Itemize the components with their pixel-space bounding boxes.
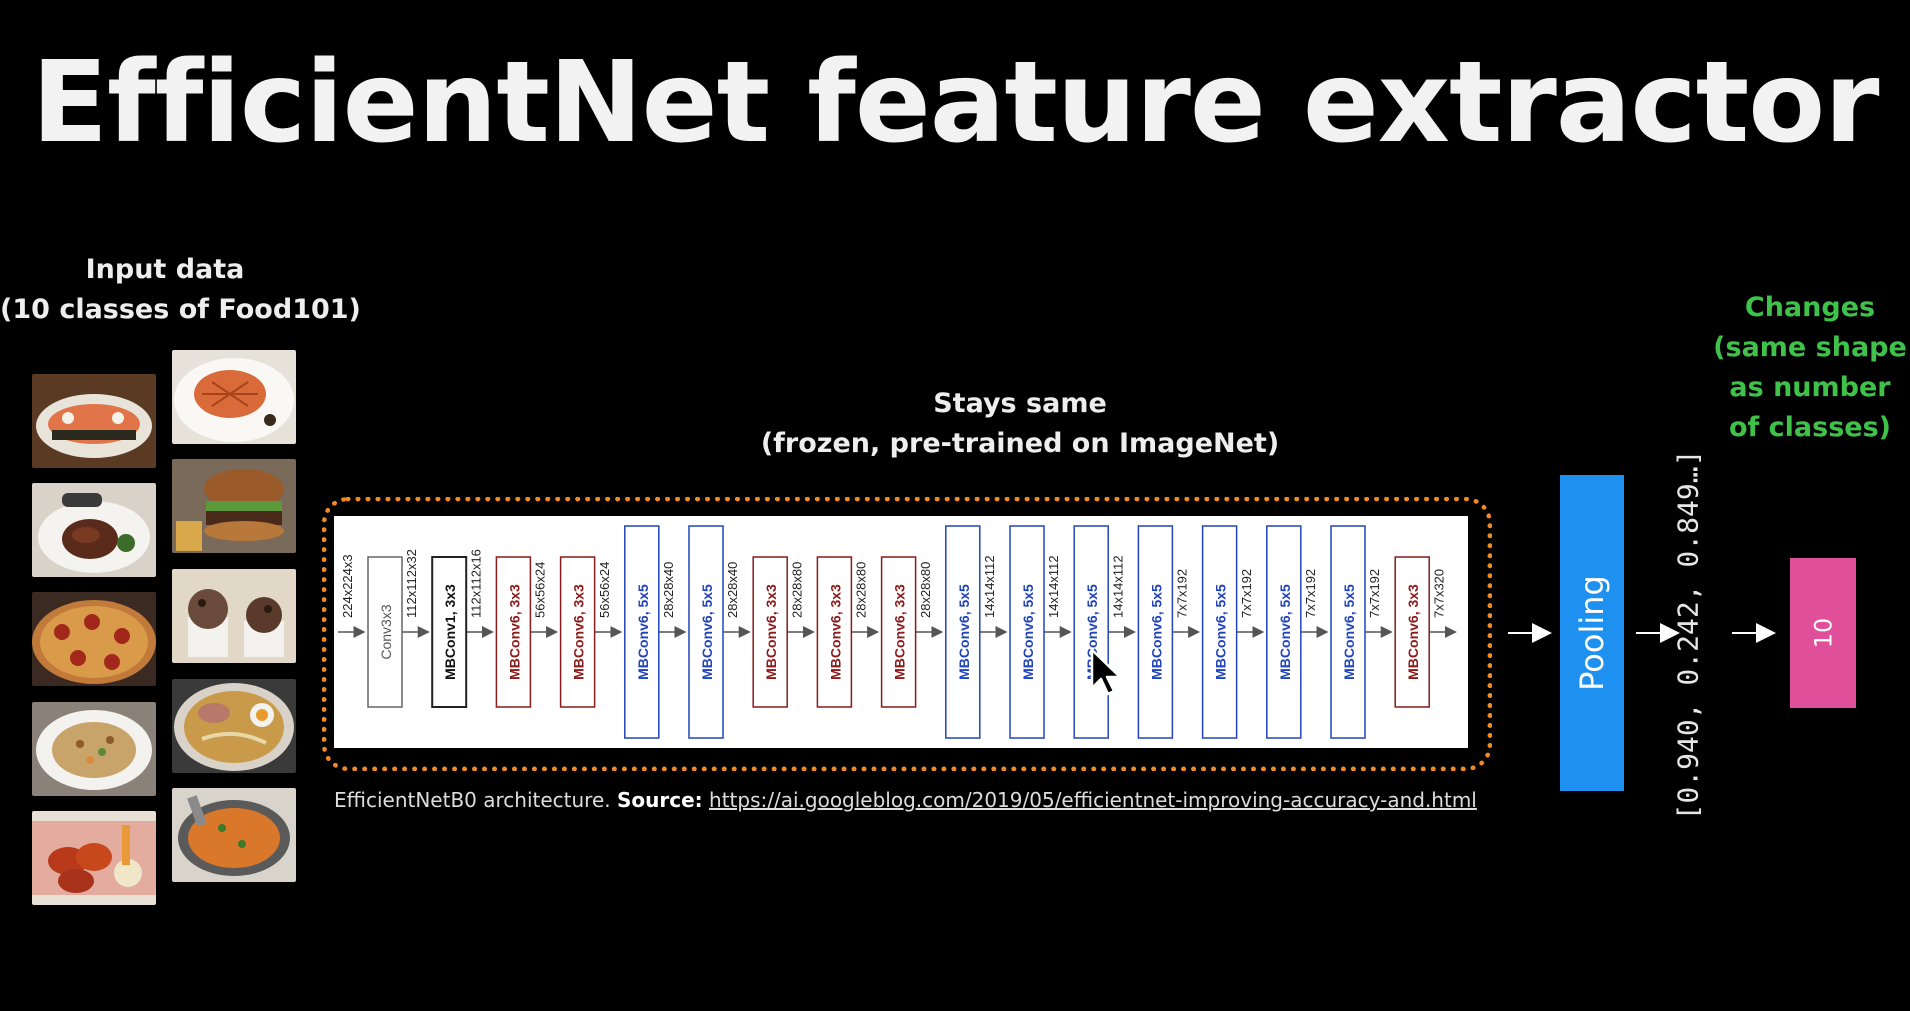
- pooling-label: Pooling: [1573, 575, 1611, 691]
- output-layer: 10: [1790, 558, 1856, 708]
- mouse-pointer-icon: [1090, 648, 1122, 696]
- dim-label: 28x28x40: [725, 562, 740, 618]
- layer-block: [1330, 525, 1366, 739]
- output-label: 10: [1808, 617, 1837, 649]
- layer-block: [559, 556, 596, 708]
- layer-label: MBConv6, 5x5: [699, 584, 715, 680]
- source-label: Source:: [617, 788, 703, 812]
- food-image-sushi: [32, 374, 156, 468]
- layer-block: [431, 556, 468, 708]
- changes-line4: of classes): [1728, 412, 1892, 443]
- dim-label: 224x224x3: [340, 554, 355, 618]
- changes-line1: Changes: [1744, 292, 1876, 323]
- layer-block: [945, 525, 981, 739]
- architecture-svg: 224x224x3 112x112x32 112x112x16 56x56x24 56x…: [338, 525, 1457, 739]
- layer-block: [1073, 525, 1109, 739]
- layer-block: [624, 525, 660, 739]
- slide-title: EfficientNet feature extractor: [31, 38, 1880, 168]
- layer-label: MBConv6, 3x3: [892, 584, 908, 680]
- dim-label: 7x7x192: [1175, 569, 1190, 618]
- source-caption: EfficientNetB0 architecture. Source: htt…: [334, 788, 1477, 812]
- layer-block: [495, 556, 532, 708]
- layer-block: [1266, 525, 1302, 739]
- dim-label: 14x14x112: [1110, 555, 1125, 618]
- layer-label: MBConv6, 5x5: [1148, 584, 1164, 680]
- changes-caption: Changes (same shape as number of classes…: [1700, 288, 1910, 448]
- frozen-caption: Stays same (frozen, pre-trained on Image…: [640, 384, 1400, 464]
- layer-label: MBConv6, 5x5: [1213, 584, 1229, 680]
- stays-same-line2: (frozen, pre-trained on ImageNet): [760, 428, 1280, 459]
- changes-line2: (same shape: [1713, 332, 1907, 363]
- dim-label: 14x14x112: [982, 555, 997, 618]
- input-label-line2: (10 classes of Food101): [0, 294, 361, 325]
- layer-block: [367, 556, 403, 708]
- layer-label: MBConv6, 5x5: [956, 584, 972, 680]
- layer-block: [1137, 525, 1174, 739]
- stays-same-line1: Stays same: [933, 388, 1107, 419]
- frozen-region-border: [322, 497, 1492, 771]
- layer-block: [1009, 525, 1045, 739]
- food-image-pizza: [32, 592, 156, 686]
- layer-block: [816, 556, 853, 708]
- feature-vector-text: [0.940, 0.242, 0.849…]: [1671, 449, 1705, 821]
- pooling-layer: Pooling: [1560, 475, 1624, 791]
- dim-label: 56x56x24: [597, 562, 612, 618]
- dim-label: 28x28x80: [789, 562, 804, 618]
- layer-label: MBConv6, 5x5: [1341, 584, 1357, 680]
- source-link[interactable]: https://ai.googleblog.com/2019/05/effici…: [709, 788, 1477, 812]
- dim-label: 14x14x112: [1046, 555, 1061, 618]
- layer-label: MBConv6, 3x3: [1405, 584, 1421, 680]
- layer-label: MBConv6, 3x3: [763, 584, 779, 680]
- dim-label: 28x28x80: [918, 562, 933, 618]
- layer-block: [688, 525, 724, 739]
- layer-label: MBConv6, 5x5: [635, 584, 651, 680]
- layer-label: MBConv6, 5x5: [1020, 584, 1036, 680]
- dim-label: 7x7x192: [1367, 569, 1382, 618]
- layer-block: [752, 556, 788, 708]
- source-prefix: EfficientNetB0 architecture.: [334, 788, 617, 812]
- dim-label: 7x7x320: [1431, 569, 1446, 618]
- dim-label: 56x56x24: [533, 562, 548, 618]
- input-label-line1: Input data: [85, 254, 245, 285]
- dim-label: 28x28x40: [661, 562, 676, 618]
- layer-block: [1201, 525, 1238, 739]
- food-image-burger: [172, 459, 296, 553]
- food-image-steak: [32, 483, 156, 577]
- layer-label: MBConv6, 3x3: [506, 584, 522, 680]
- dim-label: 112x112x32: [404, 549, 419, 618]
- dim-label: 7x7x192: [1303, 569, 1318, 618]
- dim-label: 7x7x192: [1239, 569, 1254, 618]
- food-image-chicken-wings: [32, 811, 156, 905]
- changes-line3: as number: [1729, 372, 1891, 403]
- layer-block: [1394, 556, 1430, 708]
- layer-label: MBConv1, 3x3: [442, 584, 458, 680]
- food-image-salmon: [172, 350, 296, 444]
- layer-label: MBConv6, 5x5: [1277, 584, 1293, 680]
- food-image-ice-cream: [172, 569, 296, 663]
- efficientnet-architecture-diagram: 224x224x3 112x112x32 112x112x16 56x56x24 56x…: [334, 516, 1468, 748]
- food-image-grid: [32, 350, 298, 936]
- layer-label: Conv3x3: [378, 604, 394, 659]
- dim-label: 112x112x16: [468, 549, 483, 618]
- layer-label: MBConv6, 3x3: [827, 584, 843, 680]
- food-image-fried-rice: [32, 702, 156, 796]
- layer-block: [880, 556, 917, 708]
- food-image-ramen: [172, 679, 296, 773]
- dim-label: 28x28x80: [854, 562, 869, 618]
- food-image-curry: [172, 788, 296, 882]
- layer-label: MBConv6, 3x3: [571, 584, 587, 680]
- input-data-label: Input data (10 classes of Food101): [0, 250, 361, 330]
